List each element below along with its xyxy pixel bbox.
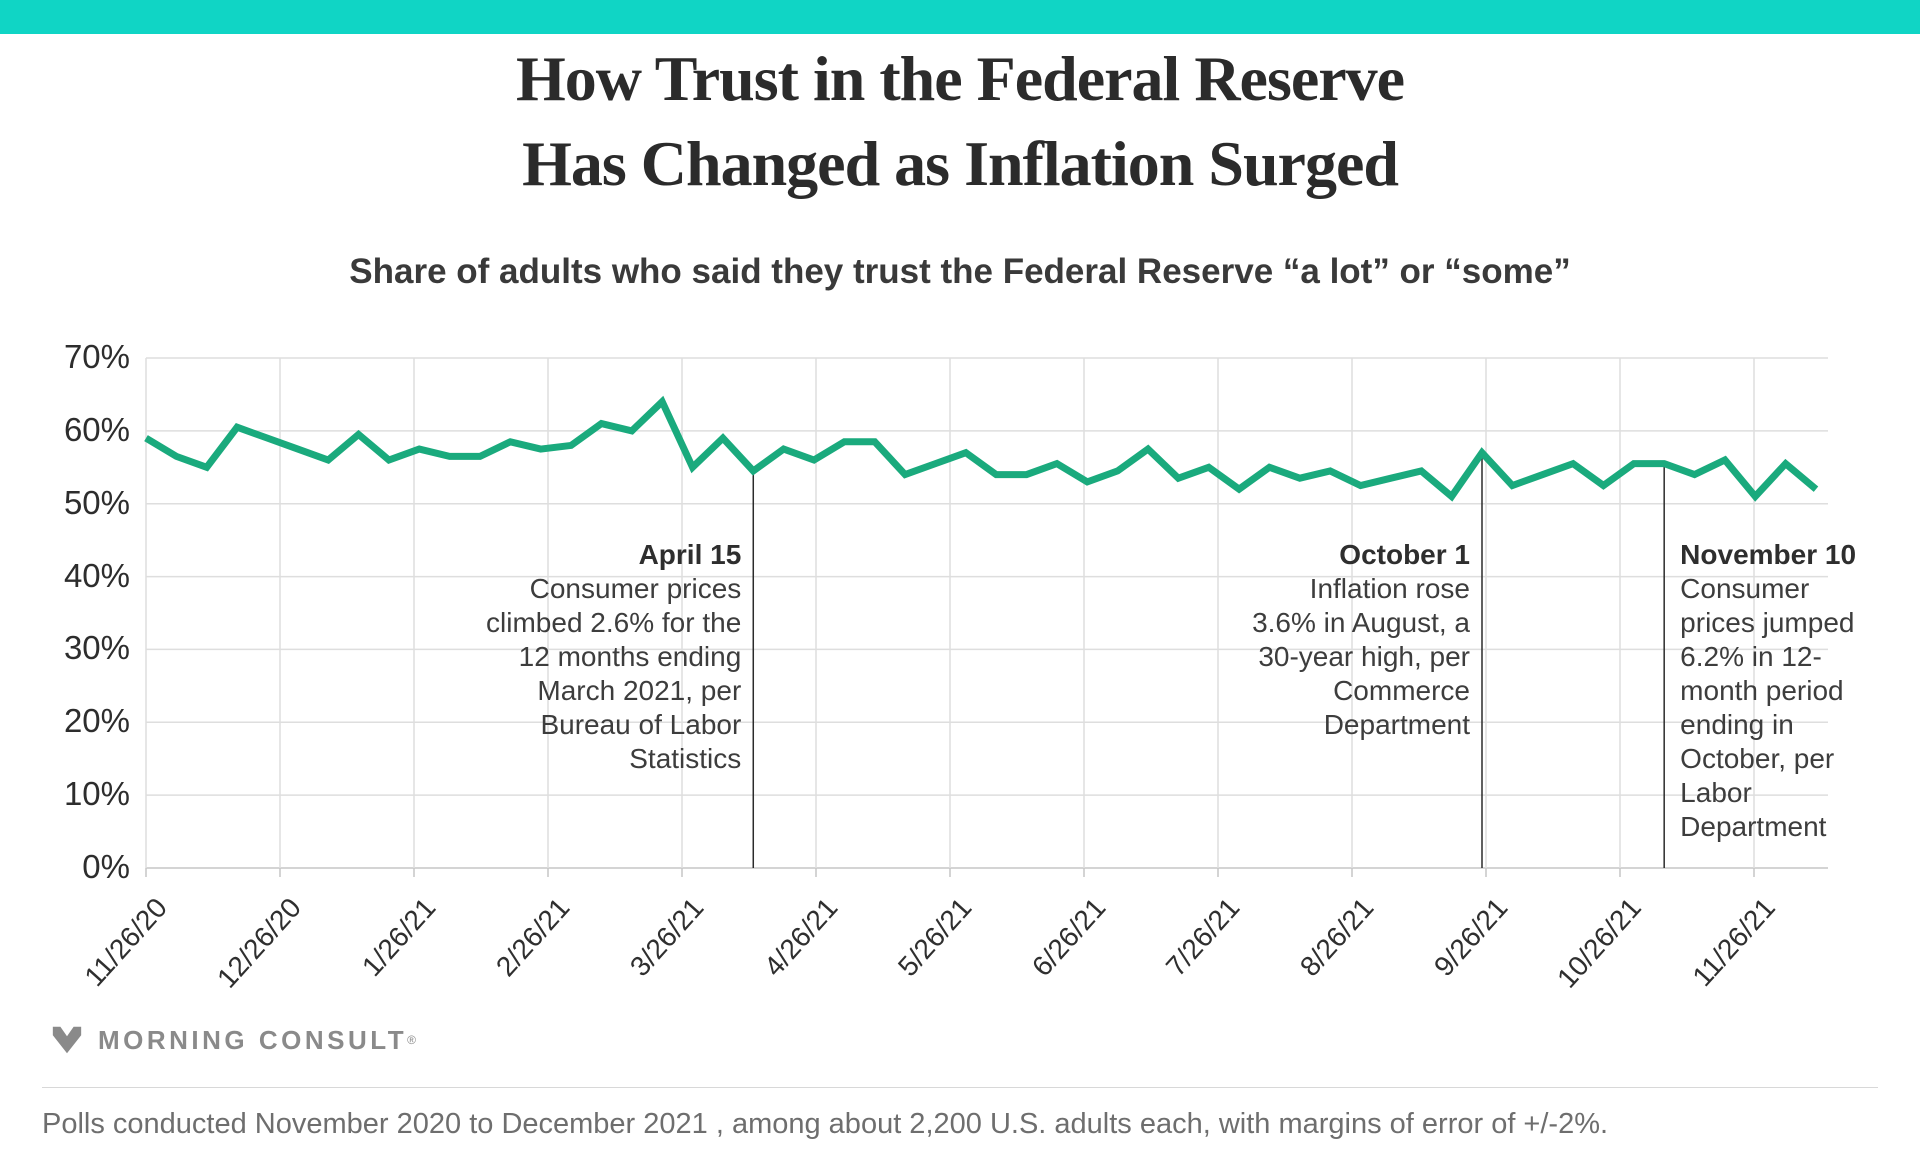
y-tick-label: 0% <box>82 848 130 885</box>
annotation-text-line: 3.6% in August, a <box>1252 607 1470 638</box>
y-tick-label: 50% <box>63 483 130 521</box>
footer-divider <box>42 1087 1878 1088</box>
y-tick-label: 30% <box>63 629 130 667</box>
annotation-text-line: Bureau of Labor <box>540 709 742 740</box>
page-title-line1: How Trust in the Federal Reserve <box>515 43 1405 114</box>
annotation-text-line: Labor <box>1680 777 1752 808</box>
annotation-text-line: Department <box>1323 709 1470 740</box>
y-tick-label: 40% <box>63 556 130 594</box>
annotation-text-line: October, per <box>1680 743 1835 774</box>
annotation-text-line: March 2021, per <box>537 675 742 706</box>
annotation-text-line: Department <box>1680 811 1827 842</box>
annotation-text-line: prices jumped <box>1680 607 1855 638</box>
annotation-text-line: Consumer prices <box>529 573 742 604</box>
trust-series-line <box>144 395 1819 502</box>
annotation-text-line: 30-year high, per <box>1258 641 1470 672</box>
chart-subtitle: Share of adults who said they trust the … <box>349 252 1571 291</box>
annotation-text-line: Statistics <box>629 743 742 774</box>
annotation-heading: November 10 <box>1680 539 1857 570</box>
annotation-text-line: ending in <box>1680 709 1794 740</box>
annotation-april-15: April 15 Consumer prices climbed 2.6% for … <box>486 538 741 776</box>
page-title: How Trust in the Federal Reserve Has Chan… <box>0 36 1920 206</box>
logo-registered-mark: ® <box>407 1033 416 1047</box>
annotation-october-1: October 1 Inflation rose 3.6% in August, a… <box>1252 538 1470 742</box>
y-tick-label: 10% <box>63 775 130 813</box>
annotation-heading: April 15 <box>638 539 742 570</box>
y-tick-label: 60% <box>63 410 130 448</box>
annotation-heading: October 1 <box>1339 539 1470 570</box>
y-tick-label: 70% <box>63 338 130 375</box>
annotation-text-line: Consumer <box>1680 573 1810 604</box>
annotation-text-line: 12 months ending <box>518 641 742 672</box>
annotation-text-line: month period <box>1680 675 1844 706</box>
logo-m-icon <box>52 1026 82 1054</box>
annotation-text-line: Commerce <box>1333 675 1470 706</box>
brand-top-bar <box>0 0 1920 34</box>
logo-text: MORNING CONSULT <box>98 1024 408 1055</box>
page-title-line2: Has Changed as Inflation Surged <box>522 128 1399 199</box>
annotation-text-line: climbed 2.6% for the <box>486 607 742 638</box>
annotation-text-line: 6.2% in 12- <box>1680 641 1822 672</box>
footer-note: Polls conducted November 2020 to Decembe… <box>42 1108 1609 1140</box>
annotation-november-10: November 10 Consumer prices jumped 6.2% in … <box>1680 538 1856 844</box>
y-tick-label: 20% <box>63 702 130 740</box>
annotation-text-line: Inflation rose <box>1309 573 1470 604</box>
morning-consult-logo: MORNING CONSULT ® <box>50 1022 416 1058</box>
